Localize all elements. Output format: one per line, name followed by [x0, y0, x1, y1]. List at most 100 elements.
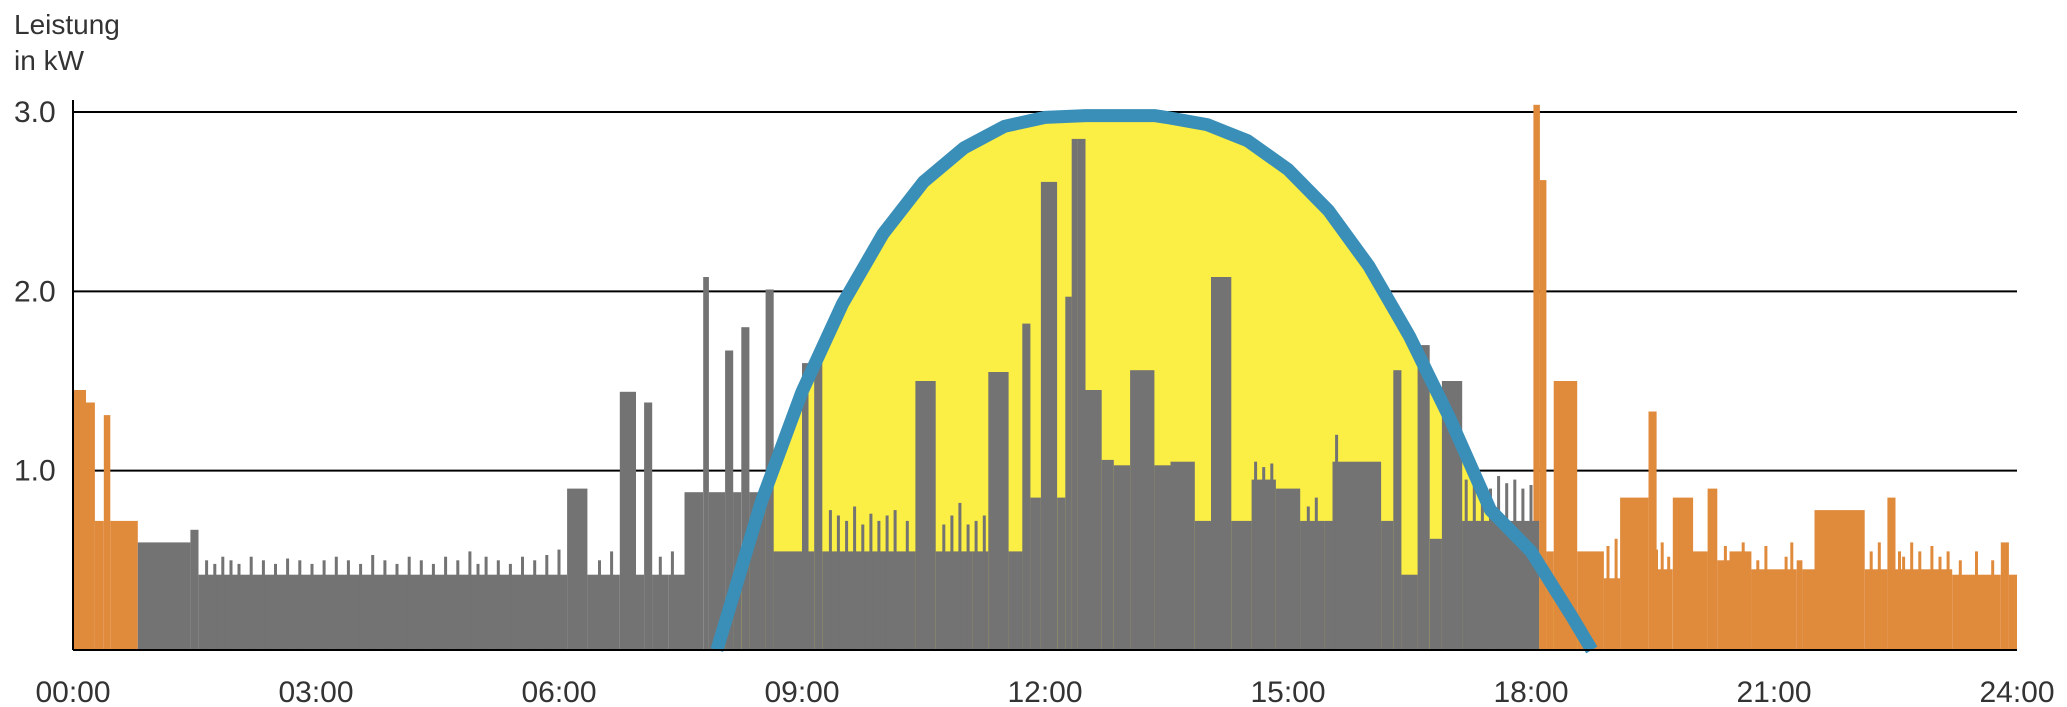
bar-1-47	[1324, 520, 1333, 650]
consumption-bars	[73, 104, 2017, 651]
spike-0-22	[1975, 551, 1978, 650]
bar-1-4	[587, 574, 620, 650]
bar-0-24	[1864, 569, 1888, 650]
bar-1-36	[1101, 459, 1114, 650]
bar-1-41	[1194, 520, 1211, 650]
bar-0-18	[1729, 551, 1752, 650]
bar-1-15	[741, 327, 750, 650]
bar-1-30	[1040, 181, 1058, 650]
bar-1-23	[915, 381, 936, 650]
spike-1-64	[1497, 476, 1501, 650]
spike-0-16	[1910, 542, 1914, 650]
spike-1-52	[1177, 502, 1181, 650]
spike-1-29	[533, 560, 537, 650]
axes	[72, 100, 2017, 651]
pv-curve-line	[710, 109, 1598, 654]
bar-1-6	[636, 574, 645, 650]
x-tick-label: 21:00	[1736, 676, 1811, 707]
bar-1-39	[1154, 465, 1171, 650]
spike-1-15	[371, 555, 375, 650]
spike-1-8	[286, 558, 290, 650]
bar-0-28	[2000, 542, 2009, 650]
bar-1-29	[1030, 497, 1041, 650]
bar-1-1	[190, 529, 199, 650]
bar-1-32	[1065, 296, 1072, 650]
bar-1-40	[1170, 461, 1195, 650]
spike-1-28	[521, 556, 524, 650]
bar-1-12	[708, 492, 726, 650]
spike-1-2	[221, 556, 225, 650]
spike-1-65	[1505, 483, 1509, 650]
spike-1-25	[484, 556, 488, 650]
bar-0-15	[1693, 551, 1708, 650]
bar-1-2	[198, 574, 568, 650]
bar-0-0	[73, 390, 86, 650]
bar-0-17	[1717, 560, 1730, 650]
spike-0-23	[1991, 560, 1995, 650]
bar-0-5	[1533, 104, 1540, 651]
spike-1-6	[261, 560, 265, 650]
spike-1-19	[419, 560, 423, 650]
spike-1-49	[966, 524, 970, 650]
spike-0-18	[1930, 546, 1934, 650]
spike-0-4	[1667, 556, 1671, 650]
spike-1-61	[1472, 485, 1476, 650]
bar-1-35	[1085, 390, 1102, 650]
spike-1-11	[322, 560, 326, 650]
spike-1-24	[476, 563, 480, 650]
spike-0-21	[1958, 560, 1962, 650]
y-tick-label: 2.0	[14, 275, 56, 308]
spike-1-40	[861, 524, 865, 650]
bar-1-46	[1300, 520, 1325, 650]
x-tick-labels: 00:00 03:00 06:00 09:00 12:00 15:00 18:00 21:00…	[35, 676, 2054, 707]
bar-1-7	[644, 402, 653, 650]
spike-1-34	[658, 556, 662, 650]
spike-0-0	[1606, 546, 1610, 650]
bar-0-7	[1546, 551, 1554, 650]
bar-0-22	[1802, 569, 1815, 650]
spike-1-62	[1480, 479, 1484, 650]
bar-1-43	[1231, 520, 1252, 650]
spike-1-9	[298, 560, 302, 650]
spike-1-43	[885, 515, 889, 650]
y-axis-label: Leistung in kW	[14, 9, 120, 76]
x-tick-label: 09:00	[764, 676, 839, 707]
bar-1-42	[1211, 277, 1232, 650]
bar-0-25	[1887, 497, 1896, 650]
spike-1-59	[1335, 434, 1339, 650]
bar-1-13	[725, 350, 734, 650]
bar-1-19	[802, 363, 809, 650]
spike-0-2	[1655, 549, 1658, 650]
spike-1-26	[496, 560, 500, 650]
bar-1-11	[703, 277, 709, 650]
bar-0-14	[1672, 497, 1694, 650]
bar-1-51	[1401, 574, 1418, 650]
bar-1-31	[1057, 497, 1066, 650]
pv-production-curve	[710, 109, 1598, 654]
spike-1-39	[853, 506, 857, 650]
spike-0-19	[1938, 556, 1942, 650]
spike-0-14	[1898, 551, 1901, 650]
spike-0-1	[1614, 538, 1618, 650]
bar-1-21	[814, 354, 823, 650]
spike-1-20	[431, 563, 435, 650]
spike-1-3	[229, 560, 233, 650]
spike-0-8	[1756, 560, 1760, 650]
y-tick-labels: 3.0 2.0 1.0	[14, 96, 56, 488]
spike-1-36	[828, 510, 832, 650]
spike-1-4	[237, 563, 241, 650]
bar-1-3	[567, 488, 588, 650]
bar-1-0	[137, 542, 191, 650]
spike-1-51	[982, 515, 986, 650]
spike-1-44	[893, 510, 897, 650]
spike-1-38	[845, 520, 849, 650]
spike-0-9	[1764, 546, 1768, 650]
bar-0-3	[103, 415, 111, 650]
spike-0-7	[1741, 542, 1745, 650]
bar-1-33	[1071, 138, 1078, 650]
spike-0-10	[1784, 556, 1788, 650]
bar-0-1	[86, 402, 95, 650]
spike-0-5	[1723, 546, 1727, 650]
bar-0-11	[1620, 497, 1649, 650]
